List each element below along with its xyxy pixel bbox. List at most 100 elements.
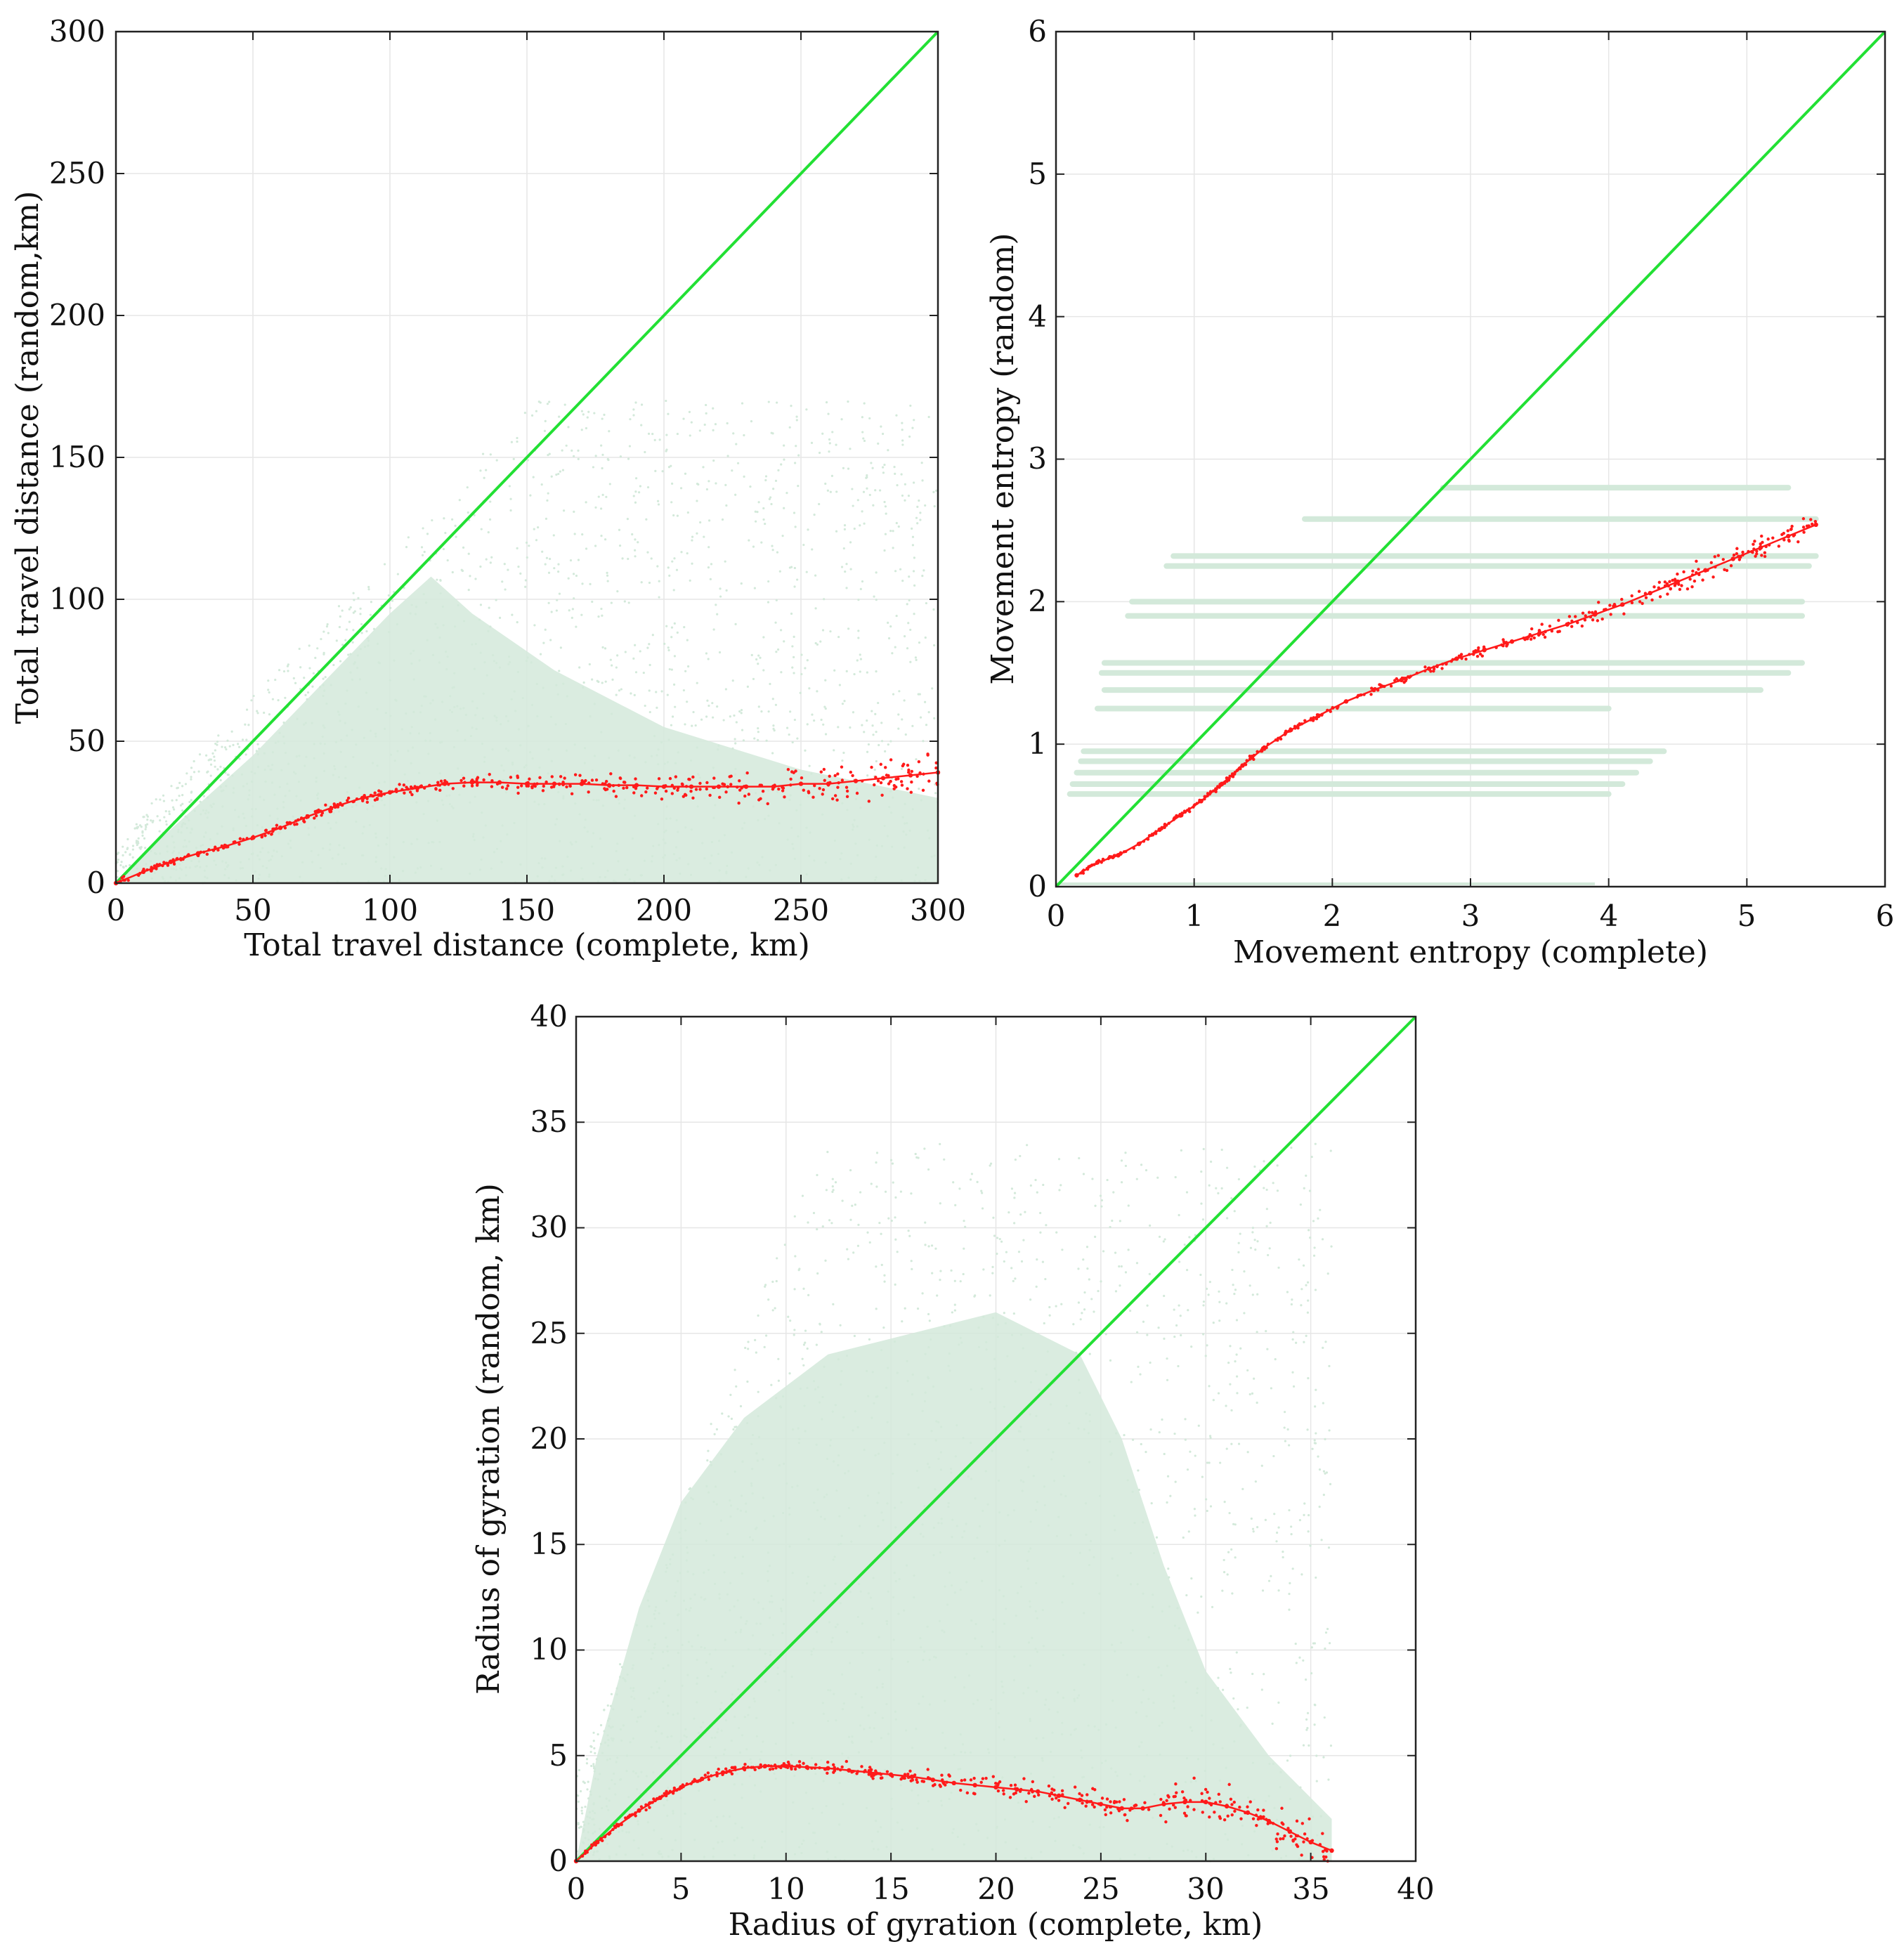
trend-scatter-point [869,1768,873,1772]
cloud-point [1161,1418,1163,1421]
cloud-point [584,819,587,821]
cloud-point [745,875,748,878]
cloud-point [277,699,280,702]
cloud-point [1146,1304,1149,1307]
cloud-point [759,1758,762,1761]
cloud-point [909,404,912,408]
trend-scatter-point [840,765,844,769]
trend-scatter-point [1081,1801,1084,1805]
cloud-point [896,1371,899,1374]
cloud-point [1277,1701,1280,1704]
cloud-point [316,647,319,650]
cloud-point [219,785,222,788]
cloud-point [790,405,793,408]
cloud-point [1045,1698,1048,1701]
cloud-point [928,1319,931,1322]
cloud-point [1078,1551,1081,1554]
cloud-point [873,769,876,771]
cloud-point [791,1486,794,1489]
trend-scatter-point [793,1767,797,1771]
cloud-point [1142,1320,1145,1323]
cloud-point [710,854,713,857]
cloud-point [575,840,578,843]
trend-scatter-point [807,791,811,795]
cloud-point [640,424,643,426]
cloud-point [814,574,817,577]
cloud-point [780,463,783,466]
cloud-point [666,1735,669,1739]
cloud-point [173,808,176,811]
cloud-point [823,1496,826,1499]
trend-scatter-point [680,782,684,785]
cloud-point [122,854,124,857]
cloud-point [915,758,918,761]
cloud-point [653,1646,656,1649]
cloud-point [256,752,259,756]
trend-scatter-point [682,1785,685,1789]
cloud-point [135,823,138,826]
cloud-point [213,859,216,862]
trend-scatter-point [1321,1832,1324,1835]
cloud-point [481,717,485,720]
cloud-point [582,1841,585,1844]
cloud-point [833,1693,835,1695]
trend-scatter-point [1459,653,1463,656]
trend-scatter-point [759,1763,762,1767]
cloud-point [601,614,604,617]
cloud-point [974,1622,977,1626]
cloud-point [145,826,148,828]
cloud-point [209,774,212,777]
trend-scatter-point [870,765,873,769]
cloud-point [1142,1689,1145,1692]
trend-point [1730,556,1735,561]
cloud-point [536,715,539,718]
cloud-point [228,877,230,880]
trend-scatter-point [1173,1806,1177,1809]
cloud-point [359,613,362,615]
cloud-point [338,844,341,847]
cloud-point [893,1340,896,1343]
cloud-point [814,1773,817,1775]
cloud-point [188,866,191,869]
trend-scatter-point [1440,667,1444,670]
cloud-point [1114,1650,1116,1652]
trend-scatter-point [1244,763,1248,767]
trend-scatter-point [328,810,332,814]
trend-scatter-point [965,1791,970,1795]
cloud-point [696,1701,698,1704]
trend-scatter-point [922,772,925,776]
cloud-point [1174,1175,1177,1179]
cloud-point [342,808,346,811]
cloud-point [941,1629,944,1632]
cloud-point [804,1341,807,1344]
trend-scatter-point [1251,1817,1256,1820]
cloud-point [943,1325,946,1328]
trend-point [951,1780,956,1786]
cloud-point [219,778,222,782]
cloud-point [1291,1298,1293,1301]
cloud-point [919,519,922,521]
cloud-point [637,1716,639,1719]
trend-scatter-point [196,854,200,857]
cloud-point [856,659,859,662]
cloud-point [826,1493,828,1496]
cloud-point [875,599,878,601]
cloud-point [633,693,636,697]
cloud-point [844,1472,847,1475]
trend-scatter-point [1760,534,1763,538]
cloud-point [919,1532,922,1535]
trend-scatter-point [833,1766,836,1769]
cloud-point [895,521,898,525]
cloud-point [356,667,359,670]
cloud-point [667,466,671,469]
trend-scatter-point [561,783,565,787]
cloud-point [383,563,386,566]
cloud-point [729,1609,731,1612]
cloud-point [1173,1624,1177,1627]
cloud-point [207,811,210,814]
cloud-point [557,570,560,573]
cloud-point [511,761,514,764]
cloud-point [793,857,796,860]
cloud-point [932,1526,935,1530]
cloud-point [400,728,403,731]
